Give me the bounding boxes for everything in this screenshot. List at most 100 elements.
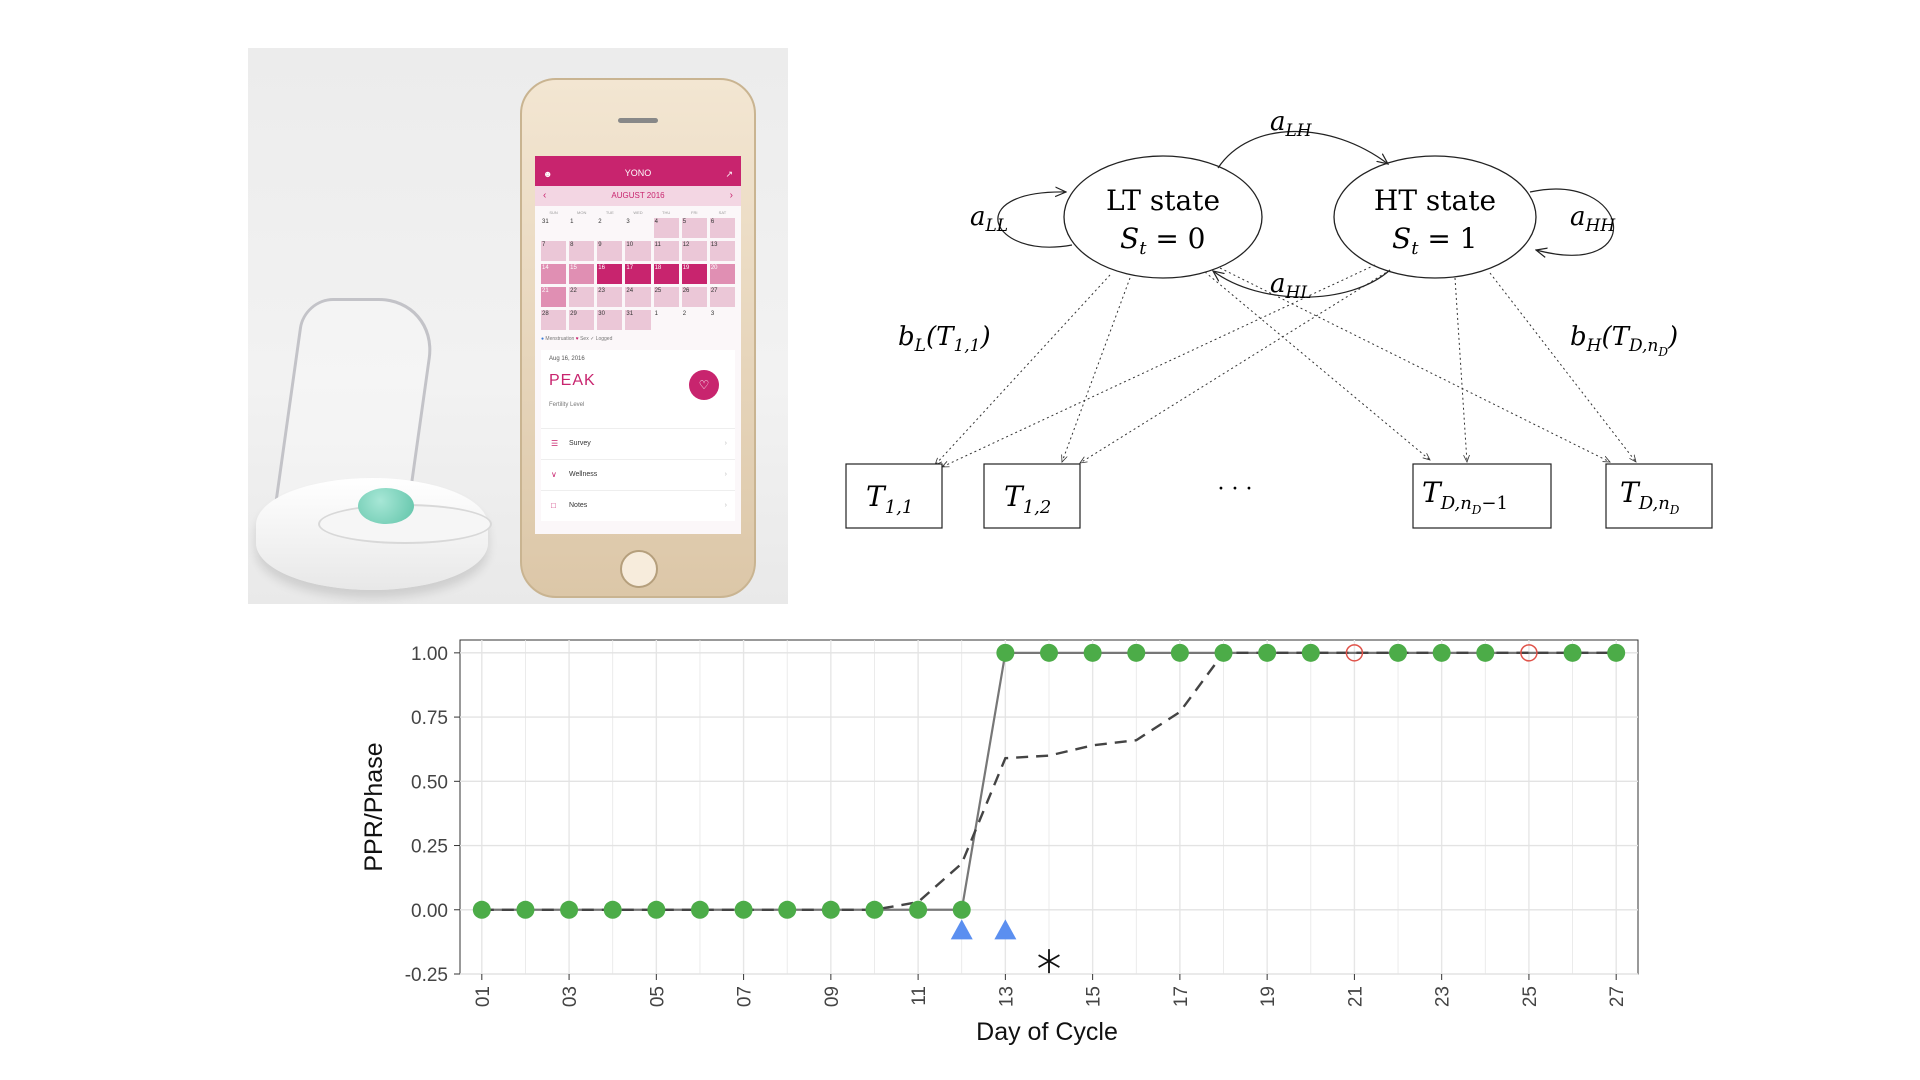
phone-home-button: [620, 550, 658, 588]
chevron-right-icon: ›: [724, 471, 727, 478]
menu-item-notes[interactable]: □ Notes ›: [541, 490, 735, 521]
calendar-day-cell[interactable]: 25: [653, 287, 679, 307]
menu-item-survey[interactable]: ☰ Survey ›: [541, 428, 735, 459]
chart-ticks: 1.00 0.75 0.50 0.25 0.00 -0.25 01 03 05 07 09 11 13 1…: [405, 644, 1628, 1007]
calendar-day-cell[interactable]: 8: [569, 241, 595, 261]
y-tick-label: 1.00: [411, 644, 448, 665]
phone-screen: ☻ YONO ↗ ‹ AUGUST 2016 › SUN MON TUE WED THU…: [535, 156, 741, 534]
obs-label-t12: T1,2: [1004, 480, 1051, 518]
chevron-right-icon: ›: [724, 440, 727, 447]
calendar-day-cell[interactable]: 23: [597, 287, 623, 307]
label-emission-l: bL(T1,1): [898, 322, 991, 356]
label-a-ll: aLL: [970, 202, 1008, 236]
observed-point: [1214, 643, 1233, 662]
observed-point: [1563, 643, 1582, 662]
calendar-day-cell[interactable]: 9: [597, 241, 623, 261]
x-tick-label: 07: [735, 986, 756, 1007]
chart-icon: ↗: [725, 169, 733, 179]
calendar-day-cell[interactable]: 16: [597, 264, 623, 284]
label-a-hh: aHH: [1570, 202, 1616, 236]
label-a-lh: aLH: [1270, 107, 1313, 141]
observed-point: [516, 900, 535, 919]
obs-label-t11: T1,1: [866, 480, 913, 518]
calendar-day-cell[interactable]: 6: [709, 218, 735, 238]
observed-point: [1170, 643, 1189, 662]
x-tick-label: 27: [1607, 986, 1628, 1007]
y-tick-label: 0.50: [411, 772, 448, 793]
legend-menstruation: Menstruation: [545, 336, 575, 342]
observed-point: [996, 643, 1015, 662]
calendar-day-cell[interactable]: 21: [541, 287, 567, 307]
calendar-day-cell[interactable]: 14: [541, 264, 567, 284]
y-tick-label: 0.00: [411, 901, 448, 922]
observed-point: [1083, 643, 1102, 662]
calendar-day-cell[interactable]: 12: [681, 241, 707, 261]
fertility-caption: Fertility Level: [549, 402, 585, 408]
calendar-day-cell[interactable]: 31: [625, 310, 651, 330]
calendar-day-cell[interactable]: 3: [709, 310, 735, 330]
calendar-day-cell[interactable]: 1: [653, 310, 679, 330]
calendar-day-cell[interactable]: 30: [597, 310, 623, 330]
menu-label-notes: Notes: [569, 502, 588, 509]
calendar-day-cell[interactable]: 5: [681, 218, 707, 238]
heart-arrow-icon[interactable]: ♡: [689, 370, 719, 400]
calendar-day-cell[interactable]: 10: [625, 241, 651, 261]
calendar-day-cell[interactable]: 15: [569, 264, 595, 284]
transition-hl: [1213, 269, 1391, 298]
calendar-day-cell[interactable]: 18: [653, 264, 679, 284]
calendar-day-cell[interactable]: 26: [681, 287, 707, 307]
transition-lh: [1217, 130, 1388, 169]
monitor-device-rim: [318, 504, 492, 544]
x-tick-label: 25: [1520, 986, 1541, 1007]
calendar-day-cell[interactable]: 20: [709, 264, 735, 284]
label-emission-h: bH(TD,nD): [1570, 322, 1678, 359]
calendar-day-cell[interactable]: 11: [653, 241, 679, 261]
obs-box-tdn-minus-1: [1412, 463, 1552, 529]
x-tick-label: 01: [473, 986, 494, 1007]
fertility-card[interactable]: Aug 16, 2016 PEAK Fertility Level ♡: [541, 350, 735, 428]
chevron-right-icon: ›: [724, 502, 727, 509]
observed-point: [1607, 643, 1626, 662]
calendar-day-cell[interactable]: 7: [541, 241, 567, 261]
x-tick-label: 15: [1084, 986, 1105, 1007]
calendar-day-cell[interactable]: 22: [569, 287, 595, 307]
ht-state-eq: St = 1: [1392, 222, 1478, 259]
calendar-day-cell[interactable]: 29: [569, 310, 595, 330]
check-icon: ✓: [590, 336, 595, 342]
calendar-day-cell[interactable]: 2: [597, 218, 623, 238]
menu-label-survey: Survey: [569, 440, 591, 447]
profile-icon: ☻: [543, 169, 553, 179]
month-label: AUGUST 2016: [611, 191, 665, 200]
label-a-hl: aHL: [1270, 269, 1312, 303]
phone-speaker: [618, 118, 658, 123]
smartphone: ☻ YONO ↗ ‹ AUGUST 2016 › SUN MON TUE WED THU…: [520, 78, 756, 598]
observed-point: [1476, 643, 1495, 662]
calendar-day-cell[interactable]: 17: [625, 264, 651, 284]
calendar-day-cell[interactable]: 2: [681, 310, 707, 330]
x-tick-label: 03: [560, 986, 581, 1007]
calendar-day-cell[interactable]: 31: [541, 218, 567, 238]
observed-point: [1389, 643, 1408, 662]
wellness-icon: ∨: [551, 470, 557, 479]
observed-point: [647, 900, 666, 919]
asterisk-marker: [1038, 949, 1060, 974]
calendar-day-cell[interactable]: 27: [709, 287, 735, 307]
calendar-day-cell[interactable]: 13: [709, 241, 735, 261]
observed-point: [734, 900, 753, 919]
ht-state-label: HT state: [1374, 184, 1496, 217]
observed-point: [1432, 643, 1451, 662]
monitor-device-button: [358, 488, 414, 524]
y-tick-label: 0.75: [411, 708, 448, 729]
obs-label-tdn-minus-1: TD,nD−1: [1422, 476, 1508, 517]
menu-item-wellness[interactable]: ∨ Wellness ›: [541, 459, 735, 490]
calendar-day-cell[interactable]: 3: [625, 218, 651, 238]
calendar-day-cell[interactable]: 1: [569, 218, 595, 238]
calendar-day-cell[interactable]: 24: [625, 287, 651, 307]
legend-logged: Logged: [595, 336, 613, 342]
calendar-day-cell[interactable]: 4: [653, 218, 679, 238]
observed-point: [1127, 643, 1146, 662]
calendar-day-cell[interactable]: 28: [541, 310, 567, 330]
observed-point: [472, 900, 491, 919]
calendar-day-cell[interactable]: 19: [681, 264, 707, 284]
